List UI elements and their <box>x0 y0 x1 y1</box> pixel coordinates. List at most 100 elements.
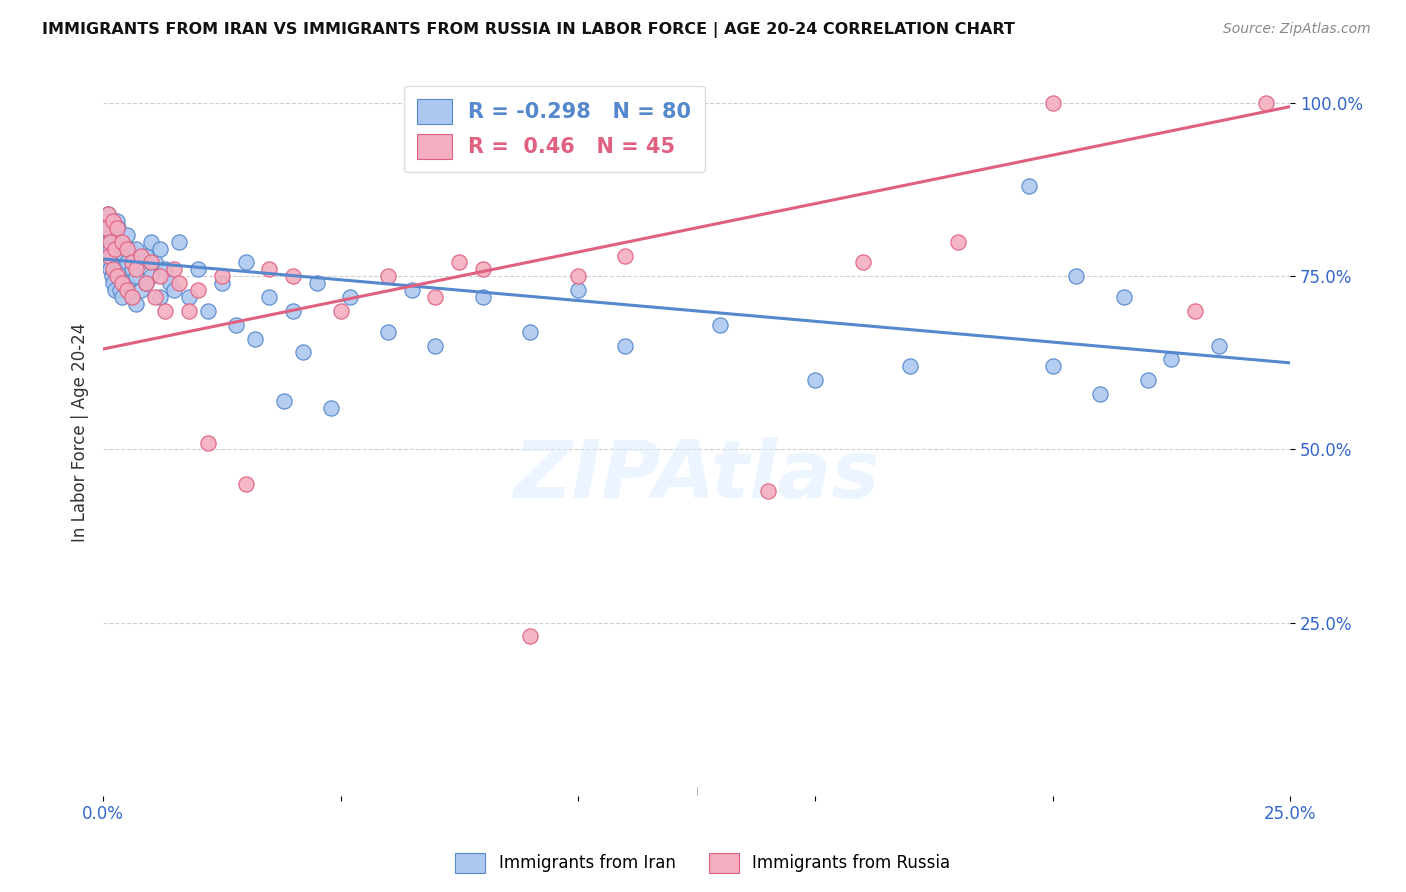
Point <box>1208 338 1230 352</box>
Point <box>111 235 134 249</box>
Point <box>98 262 121 277</box>
Point <box>804 373 827 387</box>
Point <box>105 242 128 256</box>
Point <box>177 290 200 304</box>
Point <box>1256 96 1278 111</box>
Point <box>114 248 136 262</box>
Point <box>1042 96 1064 111</box>
Point <box>852 255 875 269</box>
Point <box>115 283 138 297</box>
Point <box>1136 373 1159 387</box>
Point <box>187 283 209 297</box>
Point <box>149 242 172 256</box>
Point <box>115 227 138 242</box>
Point <box>125 269 148 284</box>
Point <box>105 214 128 228</box>
Point <box>163 262 186 277</box>
Point <box>143 255 166 269</box>
Legend: R = -0.298   N = 80, R =  0.46   N = 45: R = -0.298 N = 80, R = 0.46 N = 45 <box>404 86 704 172</box>
Point <box>94 220 117 235</box>
Point <box>96 248 118 262</box>
Point <box>104 255 127 269</box>
Point <box>425 338 447 352</box>
Point <box>1018 179 1040 194</box>
Point <box>97 207 120 221</box>
Point <box>101 262 124 277</box>
Point <box>225 318 247 332</box>
Point <box>94 214 117 228</box>
Point <box>121 290 143 304</box>
Point <box>211 277 233 291</box>
Point <box>98 235 121 249</box>
Point <box>135 277 157 291</box>
Point <box>211 269 233 284</box>
Point <box>139 269 162 284</box>
Point <box>121 262 143 277</box>
Point <box>243 332 266 346</box>
Point <box>115 255 138 269</box>
Point <box>101 277 124 291</box>
Point <box>377 325 399 339</box>
Point <box>273 394 295 409</box>
Point <box>118 242 141 256</box>
Point <box>125 242 148 256</box>
Point <box>115 242 138 256</box>
Point <box>1184 304 1206 318</box>
Text: ZIPAtlas: ZIPAtlas <box>513 437 880 515</box>
Point <box>103 235 125 249</box>
Point <box>107 220 129 235</box>
Point <box>98 220 121 235</box>
Point <box>115 277 138 291</box>
Point <box>259 290 281 304</box>
Point <box>149 290 172 304</box>
Point <box>519 630 541 644</box>
Point <box>100 227 122 242</box>
Point <box>129 248 152 262</box>
Point <box>97 248 120 262</box>
Point <box>377 269 399 284</box>
Point <box>101 214 124 228</box>
Point <box>111 277 134 291</box>
Text: Source: ZipAtlas.com: Source: ZipAtlas.com <box>1223 22 1371 37</box>
Point <box>153 304 176 318</box>
Point <box>197 304 219 318</box>
Point <box>1090 387 1112 401</box>
Point <box>105 262 128 277</box>
Point <box>121 290 143 304</box>
Point <box>98 242 121 256</box>
Point <box>100 269 122 284</box>
Point <box>125 297 148 311</box>
Point <box>756 483 779 498</box>
Point <box>1066 269 1088 284</box>
Point <box>614 248 637 262</box>
Point <box>946 235 969 249</box>
Point <box>104 283 127 297</box>
Point <box>163 283 186 297</box>
Point <box>104 242 127 256</box>
Point <box>111 262 134 277</box>
Point <box>259 262 281 277</box>
Point <box>129 283 152 297</box>
Point <box>329 304 352 318</box>
Point <box>235 477 257 491</box>
Point <box>235 255 257 269</box>
Point <box>139 255 162 269</box>
Point <box>567 283 589 297</box>
Point <box>153 262 176 277</box>
Point <box>305 277 328 291</box>
Point <box>105 220 128 235</box>
Point <box>111 235 134 249</box>
Point <box>167 277 190 291</box>
Point <box>472 262 495 277</box>
Point <box>111 290 134 304</box>
Text: IMMIGRANTS FROM IRAN VS IMMIGRANTS FROM RUSSIA IN LABOR FORCE | AGE 20-24 CORREL: IMMIGRANTS FROM IRAN VS IMMIGRANTS FROM … <box>42 22 1015 38</box>
Point <box>319 401 342 415</box>
Point <box>519 325 541 339</box>
Point <box>143 290 166 304</box>
Point <box>709 318 731 332</box>
Point <box>281 269 304 284</box>
Point <box>449 255 471 269</box>
Point <box>97 255 120 269</box>
Point <box>129 255 152 269</box>
Point <box>1042 359 1064 374</box>
